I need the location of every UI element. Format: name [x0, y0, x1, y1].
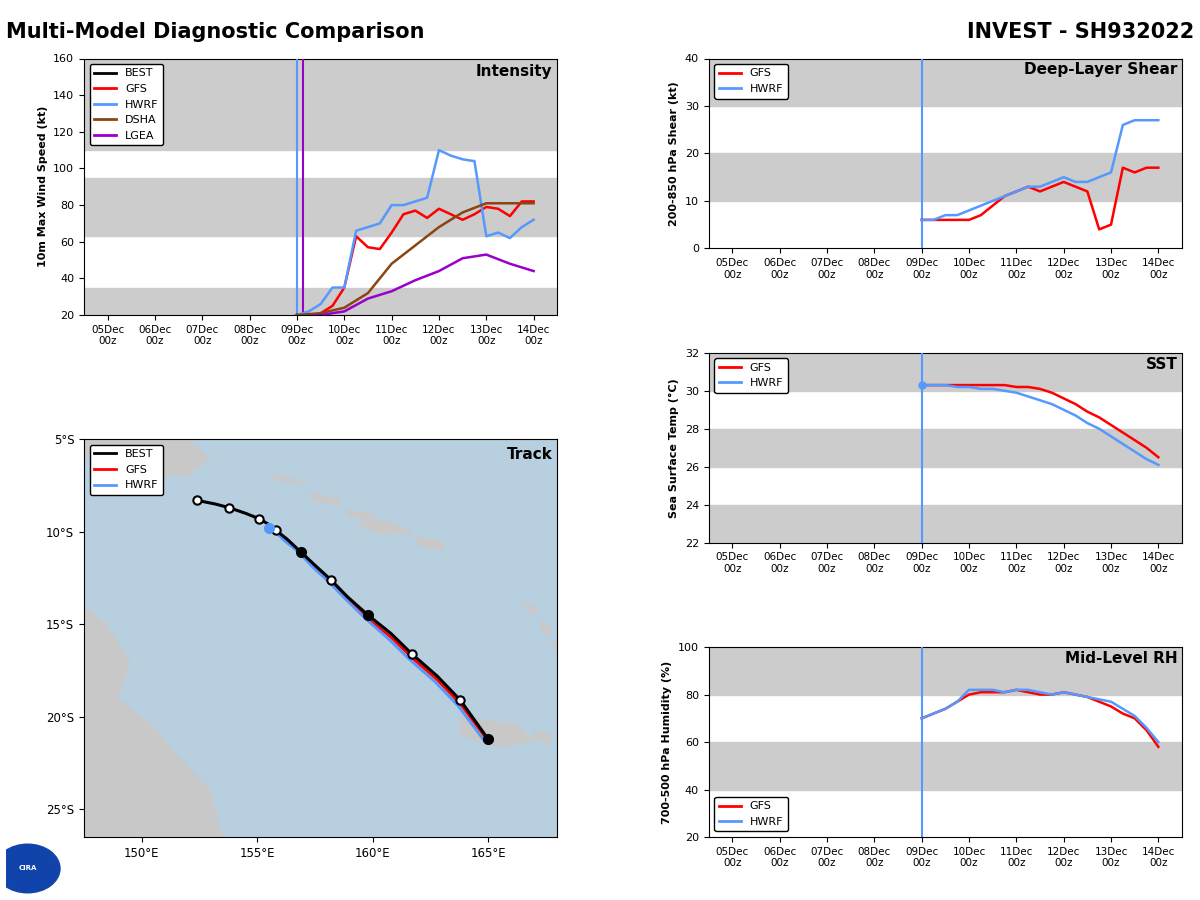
Legend: GFS, HWRF: GFS, HWRF [714, 358, 787, 392]
Polygon shape [361, 519, 407, 536]
Bar [84, 177, 557, 237]
Text: CIRA: CIRA [18, 866, 37, 871]
Polygon shape [84, 439, 211, 476]
Polygon shape [539, 621, 553, 635]
Circle shape [0, 844, 60, 893]
Polygon shape [553, 639, 564, 654]
Polygon shape [308, 491, 342, 506]
Polygon shape [414, 536, 446, 550]
Legend: GFS, HWRF: GFS, HWRF [714, 797, 787, 832]
Bar [709, 428, 1182, 467]
Bar [709, 647, 1182, 695]
Polygon shape [84, 698, 222, 837]
Bar [709, 58, 1182, 106]
Bar [709, 505, 1182, 543]
Text: Track: Track [506, 447, 552, 463]
Bar [84, 288, 557, 315]
Bar [709, 742, 1182, 789]
Polygon shape [344, 509, 377, 521]
Text: Intensity: Intensity [476, 64, 552, 78]
Text: INVEST - SH932022: INVEST - SH932022 [967, 22, 1194, 42]
Text: SST: SST [1145, 356, 1177, 372]
Y-axis label: 10m Max Wind Speed (kt): 10m Max Wind Speed (kt) [37, 106, 48, 267]
Polygon shape [84, 606, 130, 698]
Polygon shape [534, 730, 553, 744]
Legend: BEST, GFS, HWRF: BEST, GFS, HWRF [90, 445, 163, 495]
Y-axis label: 200-850 hPa Shear (kt): 200-850 hPa Shear (kt) [670, 81, 679, 226]
Text: Deep-Layer Shear: Deep-Layer Shear [1024, 62, 1177, 77]
Legend: BEST, GFS, HWRF, DSHA, LGEA: BEST, GFS, HWRF, DSHA, LGEA [90, 64, 163, 145]
Bar [84, 58, 557, 150]
Polygon shape [269, 472, 304, 486]
Polygon shape [523, 602, 539, 616]
Polygon shape [461, 716, 534, 748]
Text: Multi-Model Diagnostic Comparison: Multi-Model Diagnostic Comparison [6, 22, 425, 42]
Legend: GFS, HWRF: GFS, HWRF [714, 64, 787, 98]
Y-axis label: 700-500 hPa Humidity (%): 700-500 hPa Humidity (%) [662, 661, 672, 824]
Bar [709, 353, 1182, 391]
Text: Mid-Level RH: Mid-Level RH [1064, 651, 1177, 666]
Bar [709, 153, 1182, 201]
Polygon shape [379, 523, 412, 536]
Polygon shape [566, 676, 581, 691]
Polygon shape [562, 656, 571, 670]
Y-axis label: Sea Surface Temp (°C): Sea Surface Temp (°C) [670, 378, 679, 518]
